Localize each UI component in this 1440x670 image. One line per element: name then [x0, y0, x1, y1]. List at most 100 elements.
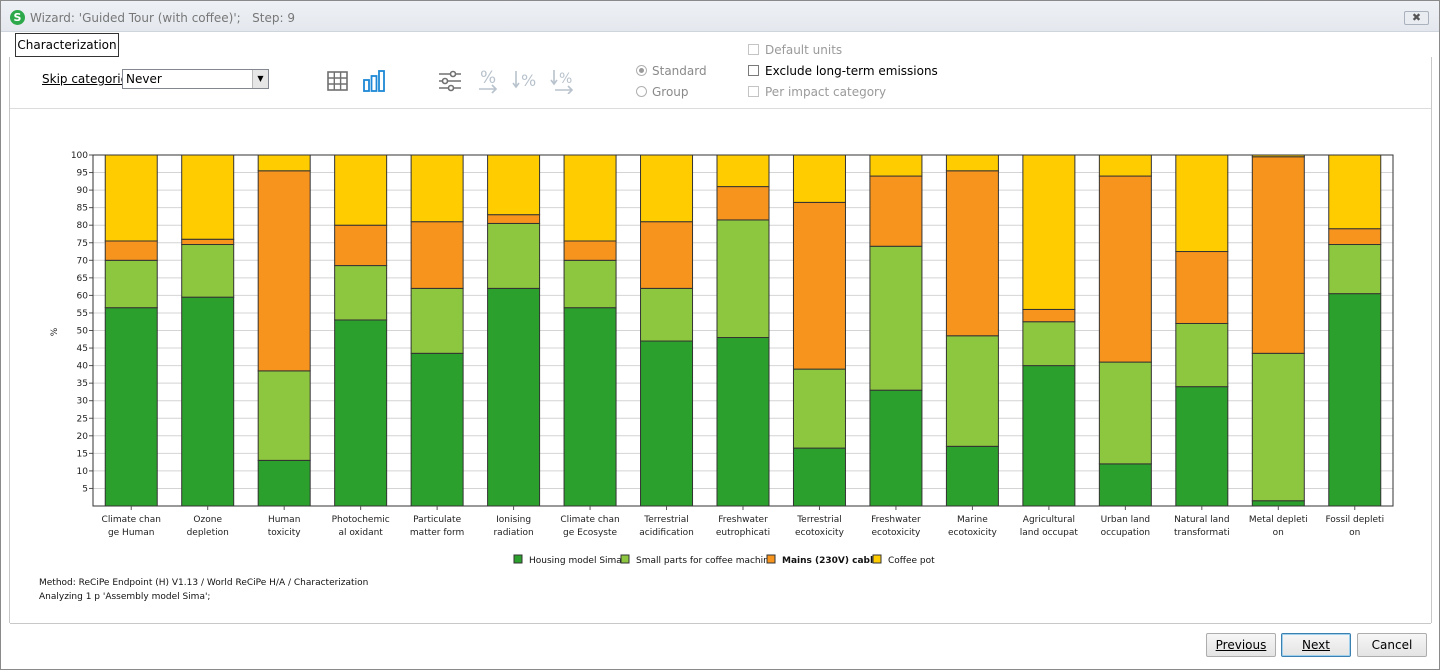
bar-segment[interactable] — [1328, 154, 1382, 230]
bar-segment[interactable] — [869, 175, 923, 247]
bar-segment[interactable] — [1328, 244, 1382, 295]
chevron-down-icon[interactable]: ▼ — [252, 70, 268, 88]
toolbar-divider — [10, 108, 1431, 109]
method-info: Method: ReCiPe Endpoint (H) V1.13 / Worl… — [39, 578, 369, 588]
default-units-box[interactable] — [748, 44, 759, 55]
bar-segment[interactable] — [563, 307, 617, 507]
sliders-icon[interactable] — [437, 68, 463, 94]
bar-segment[interactable] — [1328, 293, 1382, 507]
x-tick-label: Agricultural — [1023, 515, 1075, 525]
bar-segment[interactable] — [334, 224, 388, 267]
previous-button[interactable]: Previous — [1206, 633, 1276, 657]
sort-percent-icon[interactable]: % — [512, 68, 538, 94]
y-tick-label: 10 — [77, 467, 89, 477]
bar-segment[interactable] — [716, 337, 770, 507]
bar-segment[interactable] — [1022, 154, 1076, 310]
bar-segment[interactable] — [640, 221, 694, 289]
bar-segment[interactable] — [104, 240, 158, 261]
bar-segment[interactable] — [487, 222, 541, 289]
default-units-checkbox[interactable]: Default units — [748, 43, 842, 57]
skip-label-text: Skip categories — [42, 72, 135, 86]
exclude-long-term-checkbox[interactable]: Exclude long-term emissions — [748, 64, 938, 78]
bar-segment[interactable] — [257, 370, 311, 461]
bar-segment[interactable] — [945, 154, 999, 172]
bar-segment[interactable] — [1175, 154, 1229, 253]
per-impact-category-box[interactable] — [748, 86, 759, 97]
bar-segment[interactable] — [410, 221, 464, 289]
tab-characterization[interactable]: Characterization — [15, 33, 119, 57]
bar-segment[interactable] — [487, 154, 541, 216]
y-tick-label: 70 — [77, 256, 89, 266]
bar-segment[interactable] — [792, 368, 846, 449]
bar-segment[interactable] — [487, 287, 541, 507]
bar-segment[interactable] — [1098, 154, 1152, 177]
radio-standard[interactable]: Standard — [636, 64, 707, 78]
bar-segment[interactable] — [792, 154, 846, 203]
bar-segment[interactable] — [334, 265, 388, 321]
bar-segment[interactable] — [563, 259, 617, 309]
close-button[interactable]: ✖ — [1404, 11, 1429, 25]
bar-segment[interactable] — [1175, 251, 1229, 324]
bar-segment[interactable] — [792, 201, 846, 370]
bar-segment[interactable] — [104, 154, 158, 242]
bar-segment[interactable] — [869, 245, 923, 391]
bar-segment[interactable] — [716, 219, 770, 339]
bar-segment[interactable] — [104, 307, 158, 507]
bar-segment[interactable] — [410, 352, 464, 507]
bar-segment[interactable] — [869, 389, 923, 507]
radio-group[interactable]: Group — [636, 85, 689, 99]
bar-segment[interactable] — [1022, 308, 1076, 323]
bar-segment[interactable] — [257, 170, 311, 372]
bar-segment[interactable] — [1022, 365, 1076, 507]
next-button[interactable]: Next — [1281, 633, 1351, 657]
bar-segment[interactable] — [1098, 463, 1152, 507]
bar-segment[interactable] — [181, 296, 235, 507]
bar-segment[interactable] — [334, 154, 388, 226]
sort-percent-arrow-icon[interactable]: % — [550, 68, 576, 94]
bar-segment[interactable] — [181, 244, 235, 298]
bar-segment[interactable] — [410, 287, 464, 354]
bar-segment[interactable] — [1251, 500, 1305, 507]
bar-segment[interactable] — [181, 238, 235, 246]
radio-standard-indicator[interactable] — [636, 65, 647, 76]
bar-segment[interactable] — [640, 340, 694, 507]
skip-categories-select[interactable]: Never ▼ — [122, 69, 269, 89]
bar-segment[interactable] — [257, 459, 311, 507]
bar-segment[interactable] — [945, 170, 999, 337]
bar-segment[interactable] — [181, 154, 235, 240]
bar-segment[interactable] — [487, 214, 541, 224]
bar-segment[interactable] — [410, 154, 464, 223]
bar-segment[interactable] — [640, 287, 694, 342]
cancel-button[interactable]: Cancel — [1357, 633, 1427, 657]
bar-segment[interactable] — [945, 445, 999, 507]
bar-segment[interactable] — [1251, 154, 1305, 158]
bar-segment[interactable] — [563, 240, 617, 261]
radio-group-indicator[interactable] — [636, 86, 647, 97]
bar-segment[interactable] — [334, 319, 388, 507]
bar-segment[interactable] — [1328, 228, 1382, 246]
bar-segment[interactable] — [1175, 386, 1229, 507]
percent-arrow-icon[interactable]: % — [475, 68, 501, 94]
bar-segment[interactable] — [1098, 175, 1152, 363]
bar-segment[interactable] — [640, 154, 694, 223]
bar-segment[interactable] — [1175, 322, 1229, 388]
bar-segment[interactable] — [1251, 352, 1305, 502]
exclude-long-term-box[interactable] — [748, 65, 759, 76]
bar-segment[interactable] — [716, 154, 770, 188]
y-tick-label: 75 — [77, 239, 88, 249]
bar-segment[interactable] — [869, 154, 923, 177]
bar-segment[interactable] — [1251, 156, 1305, 354]
x-tick-label: ge Ecosyste — [563, 528, 617, 538]
bar-chart-icon[interactable] — [361, 68, 387, 94]
bar-segment[interactable] — [792, 447, 846, 507]
bar-segment[interactable] — [1022, 321, 1076, 367]
per-impact-category-checkbox[interactable]: Per impact category — [748, 85, 886, 99]
bar-segment[interactable] — [563, 154, 617, 242]
legend-swatch — [620, 554, 630, 564]
table-icon[interactable] — [325, 68, 351, 94]
bar-segment[interactable] — [716, 186, 770, 221]
bar-segment[interactable] — [1098, 361, 1152, 465]
bar-segment[interactable] — [104, 259, 158, 309]
bar-segment[interactable] — [945, 335, 999, 447]
bar-segment[interactable] — [257, 154, 311, 172]
